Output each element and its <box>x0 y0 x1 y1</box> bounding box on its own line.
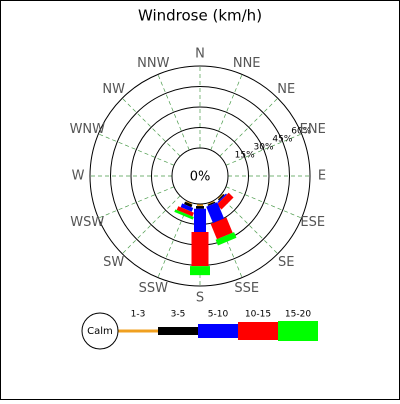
ring-label: 45% <box>272 135 292 145</box>
calm-value-label: 0% <box>190 170 211 185</box>
direction-label: SSE <box>234 281 259 296</box>
bar-segment <box>180 203 194 212</box>
legend-calm <box>81 312 119 350</box>
legend-label: 5-10 <box>208 310 229 320</box>
direction-label: WSW <box>70 215 104 230</box>
bar-segment <box>217 193 225 201</box>
direction-label: SE <box>278 255 294 270</box>
bar-segment <box>210 217 233 240</box>
bar-segment <box>191 232 209 267</box>
direction-label: NE <box>277 82 295 97</box>
legend-calm-label: Calm <box>87 326 113 337</box>
bar-segment <box>217 193 223 199</box>
direction-label: SSW <box>139 281 169 296</box>
direction-label: S <box>196 291 204 306</box>
bar-segment <box>197 204 203 207</box>
direction-label: E <box>318 169 326 184</box>
bar-segment <box>176 206 194 217</box>
direction-label: NW <box>102 82 125 97</box>
bar-segment <box>216 192 234 210</box>
calm-circle <box>171 147 229 205</box>
legend-swatch <box>198 324 238 338</box>
legend-label: 10-15 <box>245 310 271 320</box>
ring-label: 60% <box>291 127 311 137</box>
direction-label: W <box>72 169 85 184</box>
ring-label: 30% <box>254 143 274 153</box>
direction-label: WNW <box>70 122 106 137</box>
chart-title: Windrose (km/h) <box>138 7 262 25</box>
direction-label: NNE <box>233 56 261 71</box>
bar-segment <box>196 206 204 209</box>
bar-segment <box>207 201 216 206</box>
legend-swatch <box>278 321 318 341</box>
bar-segment <box>206 202 225 224</box>
legend-label: 3-5 <box>171 310 186 320</box>
direction-label: ESE <box>300 215 325 230</box>
legend-label: 1-3 <box>131 310 146 320</box>
bar-segment <box>215 232 237 246</box>
bar-segment <box>194 208 206 233</box>
ring <box>89 65 311 287</box>
legend-swatch <box>238 322 278 340</box>
direction-label: ENE <box>300 122 326 137</box>
ring-label: 15% <box>235 151 255 161</box>
direction-label: N <box>195 47 205 62</box>
bar-segment <box>174 209 194 220</box>
bar-segment <box>217 193 227 203</box>
bar-segment <box>190 266 210 276</box>
legend-swatch <box>158 327 198 335</box>
legend-swatch <box>118 329 158 333</box>
bar-segment <box>184 201 193 208</box>
direction-label: NNW <box>137 56 169 71</box>
legend-label: 15-20 <box>285 310 311 320</box>
direction-label: SW <box>103 255 124 270</box>
